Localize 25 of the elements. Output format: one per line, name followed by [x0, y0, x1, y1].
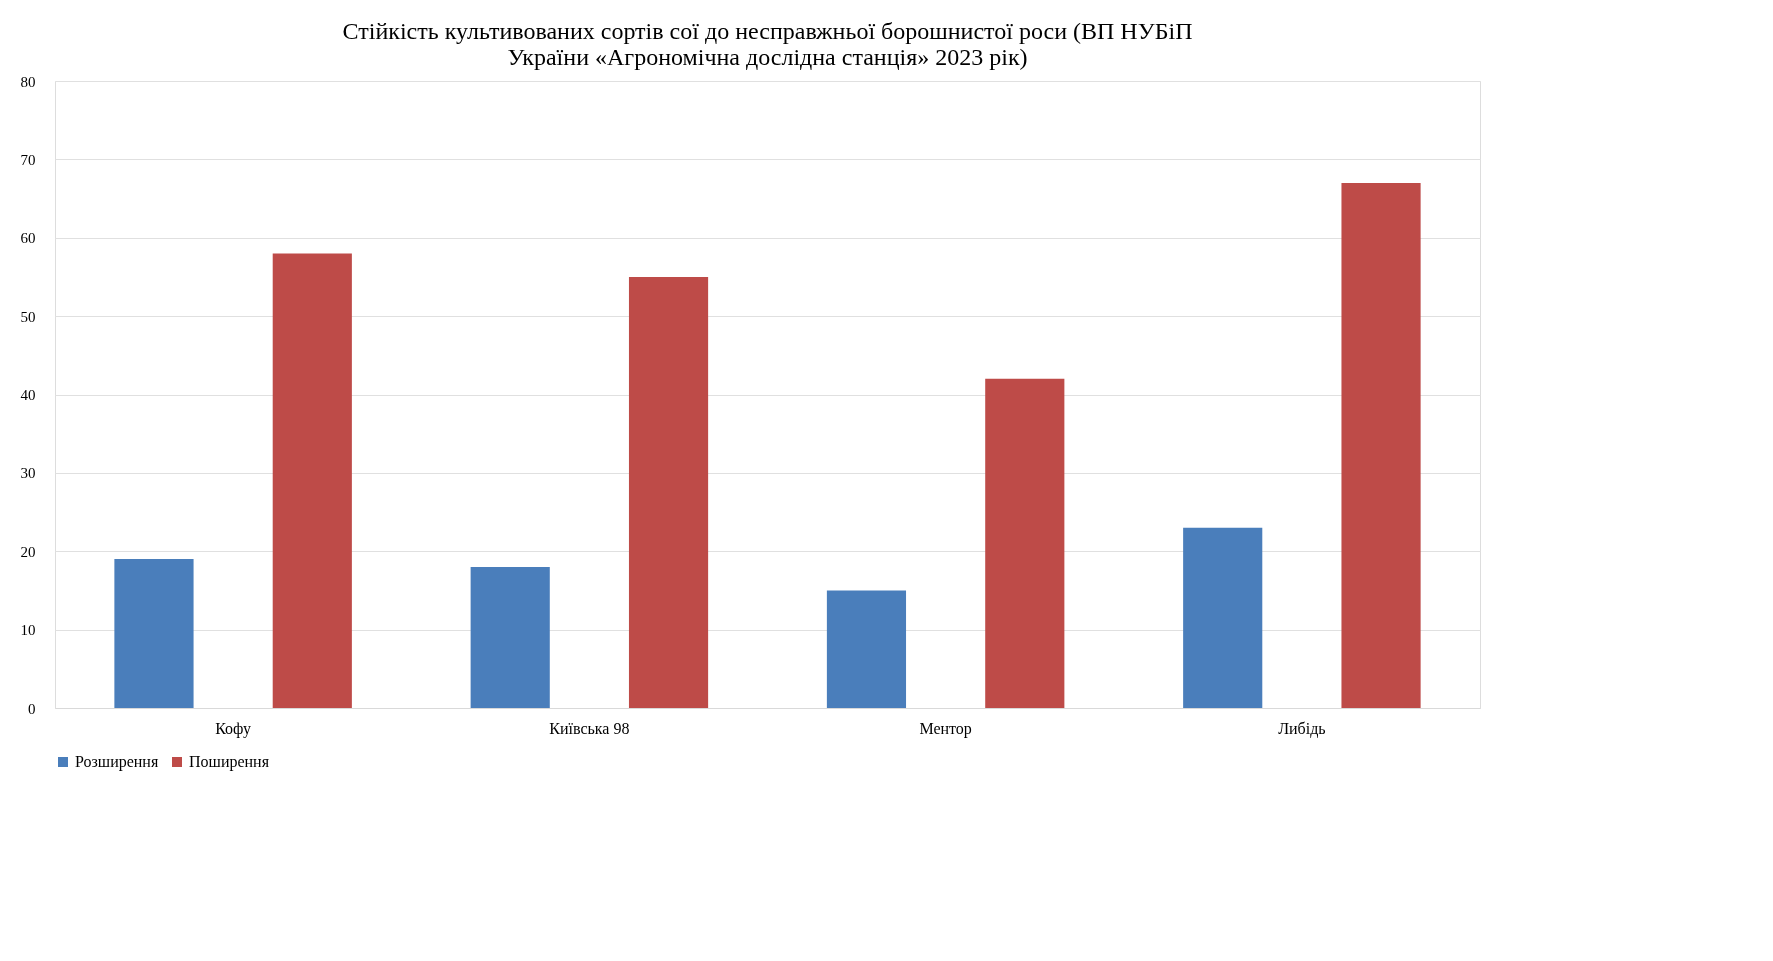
- y-tick-label: 60: [20, 230, 36, 247]
- y-tick-label: 10: [20, 622, 36, 639]
- y-tick-label: 70: [20, 151, 36, 168]
- legend-label: Поширення: [189, 753, 270, 771]
- bar: [470, 566, 550, 708]
- bar: [985, 378, 1065, 708]
- bar: [826, 590, 907, 708]
- x-tick-label: Либідь: [1278, 719, 1326, 738]
- bar: [1183, 527, 1263, 708]
- bar: [114, 559, 194, 708]
- text: Стійкість культивованих сортів сої до несправжньої борошнистої роси (ВП НУБіП: [342, 18, 1193, 44]
- bar: [628, 276, 709, 708]
- y-tick-label: 30: [20, 465, 36, 482]
- y-tick-label: 20: [20, 543, 36, 560]
- x-tick-label: Київська 98: [549, 719, 630, 737]
- y-tick-label: 0: [28, 700, 36, 717]
- x-tick-label: Ментор: [919, 719, 972, 738]
- bar: [272, 253, 352, 708]
- y-tick-label: 80: [20, 73, 36, 90]
- text: України «Агрономічна дослідна станція» 2023 рік): [507, 44, 1028, 70]
- y-tick-label: 50: [20, 308, 36, 325]
- x-tick-label: Кофу: [215, 719, 252, 738]
- y-tick-label: 40: [20, 387, 36, 403]
- legend-label: Розширення: [75, 753, 159, 771]
- bar: [1341, 182, 1421, 708]
